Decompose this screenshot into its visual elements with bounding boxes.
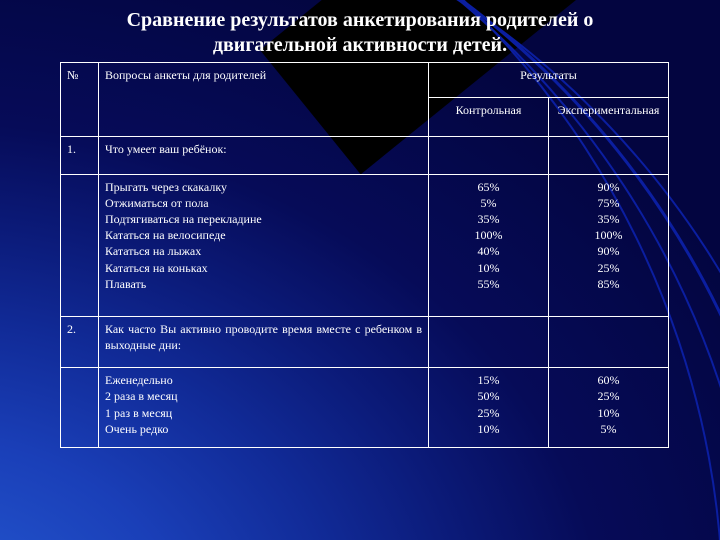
- value: 85%: [555, 276, 662, 292]
- value: 25%: [435, 405, 542, 421]
- value: 50%: [435, 388, 542, 404]
- cell-control: 15% 50% 25% 10%: [429, 368, 549, 448]
- title-line: Сравнение результатов анкетирования роди…: [127, 9, 594, 31]
- cell-control: 65% 5% 35% 100% 40% 10% 55%: [429, 174, 549, 316]
- value: 5%: [555, 421, 662, 437]
- table-row: 1. Что умеет ваш ребёнок:: [61, 137, 669, 174]
- value: 35%: [555, 211, 662, 227]
- list-item: Кататься на лыжах: [105, 243, 422, 259]
- value: 10%: [555, 405, 662, 421]
- col-header-control: Контрольная: [429, 98, 549, 137]
- list-item: Подтягиваться на перекладине: [105, 211, 422, 227]
- list-item: Очень редко: [105, 421, 422, 437]
- cell-items: Еженедельно 2 раза в месяц 1 раз в месяц…: [99, 368, 429, 448]
- value: 100%: [555, 227, 662, 243]
- col-header-num: №: [61, 63, 99, 137]
- cell-num: 1.: [61, 137, 99, 174]
- list-item: Отжиматься от пола: [105, 195, 422, 211]
- survey-table: № Вопросы анкеты для родителей Результат…: [60, 62, 669, 448]
- value: 40%: [435, 243, 542, 259]
- table-row: 2. Как часто Вы активно проводите время …: [61, 316, 669, 367]
- list-item: 2 раза в месяц: [105, 388, 422, 404]
- value: 15%: [435, 372, 542, 388]
- table-row: Еженедельно 2 раза в месяц 1 раз в месяц…: [61, 368, 669, 448]
- table-row: Прыгать через скакалку Отжиматься от пол…: [61, 174, 669, 316]
- value: 60%: [555, 372, 662, 388]
- cell-question: Как часто Вы активно проводите время вме…: [99, 316, 429, 367]
- list-item: 1 раз в месяц: [105, 405, 422, 421]
- cell-empty: [61, 174, 99, 316]
- list-item: Кататься на велосипеде: [105, 227, 422, 243]
- col-header-experimental: Экспериментальная: [549, 98, 669, 137]
- title-line: двигательной активности детей.: [213, 34, 507, 56]
- value: 75%: [555, 195, 662, 211]
- value: 90%: [555, 179, 662, 195]
- cell-empty: [429, 137, 549, 174]
- value: 5%: [435, 195, 542, 211]
- value: 90%: [555, 243, 662, 259]
- slide: Сравнение результатов анкетирования роди…: [0, 0, 720, 540]
- list-item: Еженедельно: [105, 372, 422, 388]
- cell-experimental: 60% 25% 10% 5%: [549, 368, 669, 448]
- list-item: Кататься на коньках: [105, 260, 422, 276]
- col-header-results: Результаты: [429, 63, 669, 98]
- list-item: Прыгать через скакалку: [105, 179, 422, 195]
- cell-empty: [61, 368, 99, 448]
- slide-title: Сравнение результатов анкетирования роди…: [0, 8, 720, 58]
- cell-empty: [549, 316, 669, 367]
- value: 10%: [435, 260, 542, 276]
- value: 25%: [555, 260, 662, 276]
- value: 25%: [555, 388, 662, 404]
- cell-empty: [549, 137, 669, 174]
- survey-table-wrapper: № Вопросы анкеты для родителей Результат…: [60, 62, 668, 448]
- cell-items: Прыгать через скакалку Отжиматься от пол…: [99, 174, 429, 316]
- value: 10%: [435, 421, 542, 437]
- cell-num: 2.: [61, 316, 99, 367]
- value: 35%: [435, 211, 542, 227]
- cell-experimental: 90% 75% 35% 100% 90% 25% 85%: [549, 174, 669, 316]
- cell-question: Что умеет ваш ребёнок:: [99, 137, 429, 174]
- cell-empty: [429, 316, 549, 367]
- col-header-question: Вопросы анкеты для родителей: [99, 63, 429, 137]
- value: 100%: [435, 227, 542, 243]
- table-header-row: № Вопросы анкеты для родителей Результат…: [61, 63, 669, 98]
- list-item: Плавать: [105, 276, 422, 292]
- value: 55%: [435, 276, 542, 292]
- value: 65%: [435, 179, 542, 195]
